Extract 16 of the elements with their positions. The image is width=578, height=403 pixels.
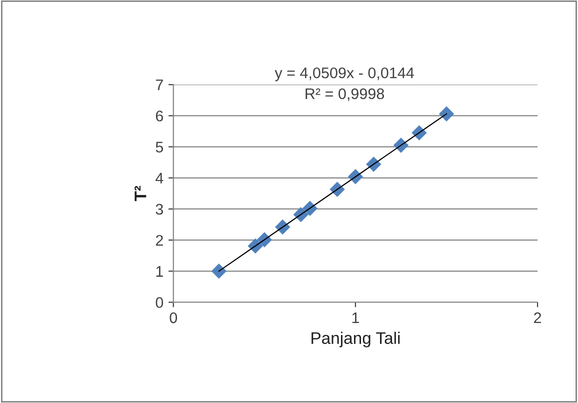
annotation: y = 4,0509x - 0,0144 R² = 0,9998 [274, 67, 414, 101]
x-tick-label: 0 [170, 312, 178, 324]
y-tick-label: 1 [156, 266, 163, 277]
point [438, 106, 454, 122]
y-tick-label: 5 [156, 142, 164, 152]
y-tick-label: 3 [156, 204, 164, 215]
x-tick-label: 1 [352, 312, 359, 324]
x-axis-title: Panjang Tali [312, 332, 400, 348]
y-tick-label: 7 [156, 80, 163, 90]
x-tick-label: 2 [534, 312, 542, 324]
y-tick-label: 4 [156, 172, 164, 184]
y-tick-label: 6 [156, 110, 164, 122]
y-axis-title: T² [134, 186, 146, 202]
y-tick-label: 0 [156, 297, 164, 308]
y-tick-label: 2 [156, 234, 163, 246]
point [211, 264, 227, 279]
